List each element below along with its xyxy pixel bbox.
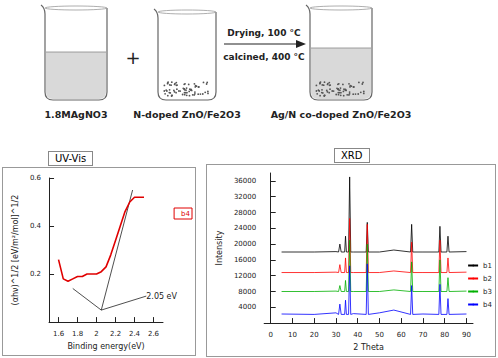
svg-text:0.2: 0.2 — [30, 270, 41, 278]
svg-text:28000: 28000 — [234, 209, 256, 217]
svg-text:N-doped ZnO/Fe2O3: N-doped ZnO/Fe2O3 — [133, 109, 241, 120]
svg-text:60: 60 — [397, 331, 406, 339]
svg-text:2.6: 2.6 — [148, 330, 160, 338]
svg-text:90: 90 — [462, 331, 471, 339]
svg-text:1.6: 1.6 — [53, 330, 65, 338]
svg-text:Binding energy(eV): Binding energy(eV) — [67, 342, 144, 351]
svg-text:4000: 4000 — [238, 303, 256, 311]
svg-text:16000: 16000 — [234, 256, 256, 264]
svg-text:2.4: 2.4 — [129, 330, 141, 338]
svg-text:0.4: 0.4 — [30, 222, 42, 230]
svg-text:30: 30 — [331, 331, 340, 339]
svg-text:20: 20 — [310, 331, 319, 339]
svg-text:50: 50 — [375, 331, 384, 339]
svg-text:b4: b4 — [483, 301, 492, 309]
html-text:XRD: XRD — [341, 150, 363, 161]
svg-text:10: 10 — [288, 331, 297, 339]
svg-text:2.2: 2.2 — [110, 330, 121, 338]
svg-text:b4: b4 — [181, 210, 190, 218]
svg-text:12000: 12000 — [234, 272, 256, 280]
svg-text:Intensity: Intensity — [215, 230, 224, 265]
svg-text:8000: 8000 — [238, 288, 256, 296]
svg-text:32000: 32000 — [234, 193, 256, 201]
svg-text:b3: b3 — [483, 288, 492, 296]
svg-text:calcined, 400 °C: calcined, 400 °C — [223, 52, 305, 62]
svg-text:0: 0 — [268, 331, 272, 339]
svg-text:+: + — [125, 47, 140, 68]
svg-text:20000: 20000 — [234, 240, 256, 248]
svg-text:2.05 eV: 2.05 eV — [146, 292, 177, 301]
svg-text:b1: b1 — [483, 262, 492, 270]
svg-text:1.8MAgNO3: 1.8MAgNO3 — [44, 109, 107, 120]
svg-text:70: 70 — [419, 331, 428, 339]
svg-text:0.6: 0.6 — [30, 174, 42, 182]
html-text:UV-Vis: UV-Vis — [55, 153, 87, 164]
svg-text:1.8: 1.8 — [72, 330, 83, 338]
svg-text:b2: b2 — [483, 275, 492, 283]
svg-text:2 Theta: 2 Theta — [353, 343, 384, 352]
svg-text:80: 80 — [440, 331, 449, 339]
svg-text:40: 40 — [353, 331, 362, 339]
svg-text:2: 2 — [94, 330, 98, 338]
svg-text:24000: 24000 — [234, 224, 256, 232]
svg-text:Drying, 100 °C: Drying, 100 °C — [227, 28, 301, 38]
svg-text:36000: 36000 — [234, 177, 256, 185]
svg-text:(αhν)^1/2 [eV/m²/mol]^1/2: (αhν)^1/2 [eV/m²/mol]^1/2 — [11, 195, 20, 306]
svg-text:Ag/N co-doped ZnO/Fe2O3: Ag/N co-doped ZnO/Fe2O3 — [271, 109, 412, 120]
